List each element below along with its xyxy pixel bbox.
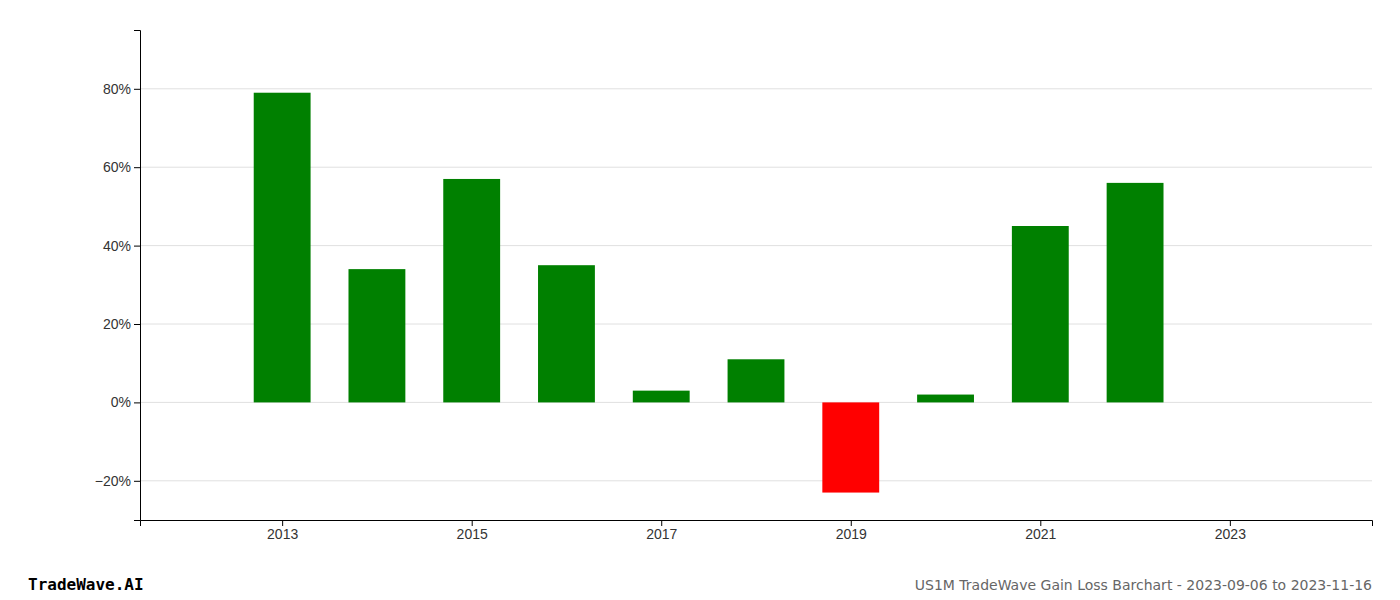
tick-label: 2017 bbox=[646, 526, 677, 542]
bar bbox=[1107, 183, 1164, 403]
bar bbox=[443, 179, 500, 402]
tick-mark bbox=[134, 402, 140, 403]
tick: 40% bbox=[103, 238, 140, 254]
bar bbox=[348, 269, 405, 402]
tick-label: 2021 bbox=[1025, 526, 1056, 542]
axis-line bbox=[141, 521, 1373, 527]
tick-label: 2019 bbox=[836, 526, 867, 542]
watermark: TradeWave.AI bbox=[28, 575, 144, 594]
tick-mark bbox=[134, 89, 140, 90]
tick: 60% bbox=[103, 159, 140, 175]
tick: 2019 bbox=[836, 520, 867, 542]
title: US1M TradeWave Gain Loss Barchart - 2023… bbox=[915, 577, 1372, 593]
bar bbox=[917, 395, 974, 403]
tick-label: −20% bbox=[95, 473, 131, 489]
grid-line bbox=[140, 245, 1372, 246]
tick: 2017 bbox=[646, 520, 677, 542]
tick: 0% bbox=[111, 394, 140, 410]
tick: 2021 bbox=[1025, 520, 1056, 542]
tick: −20% bbox=[95, 473, 140, 489]
tick: 20% bbox=[103, 316, 140, 332]
tick-label: 80% bbox=[103, 81, 131, 97]
tick-mark bbox=[134, 246, 140, 247]
bars bbox=[254, 93, 1164, 493]
tick-mark bbox=[134, 481, 140, 482]
grid-line bbox=[140, 167, 1372, 168]
tick: 2023 bbox=[1215, 520, 1246, 542]
x-axis: 2013 2015 2017 2019 2021 2023 bbox=[141, 520, 1373, 542]
plot: −20%0%20%40%60%80%2013201520172019202120… bbox=[95, 31, 1373, 542]
grid-line bbox=[140, 480, 1372, 481]
chart: −20%0%20%40%60%80%2013201520172019202120… bbox=[0, 0, 1400, 600]
grid-line bbox=[140, 324, 1372, 325]
grid bbox=[140, 89, 1372, 481]
tick-label: 0% bbox=[111, 394, 131, 410]
tick-mark bbox=[134, 324, 140, 325]
tick-label: 20% bbox=[103, 316, 131, 332]
bar bbox=[822, 402, 879, 492]
bar bbox=[633, 391, 690, 403]
tick: 80% bbox=[103, 81, 140, 97]
tick-mark bbox=[134, 167, 140, 168]
tick-label: 2015 bbox=[457, 526, 488, 542]
y-axis: −20% 0% 20% 40% 60% 80% bbox=[95, 31, 141, 521]
tick-label: 40% bbox=[103, 238, 131, 254]
bar bbox=[1012, 226, 1069, 402]
bar bbox=[728, 359, 785, 402]
tick-label: 2013 bbox=[267, 526, 298, 542]
tick: 2015 bbox=[457, 520, 488, 542]
tick-label: 60% bbox=[103, 159, 131, 175]
axis-line bbox=[134, 31, 141, 521]
bar bbox=[538, 265, 595, 402]
grid-line bbox=[140, 88, 1372, 89]
tick: 2013 bbox=[267, 520, 298, 542]
tick-label: 2023 bbox=[1215, 526, 1246, 542]
bar bbox=[254, 93, 311, 403]
